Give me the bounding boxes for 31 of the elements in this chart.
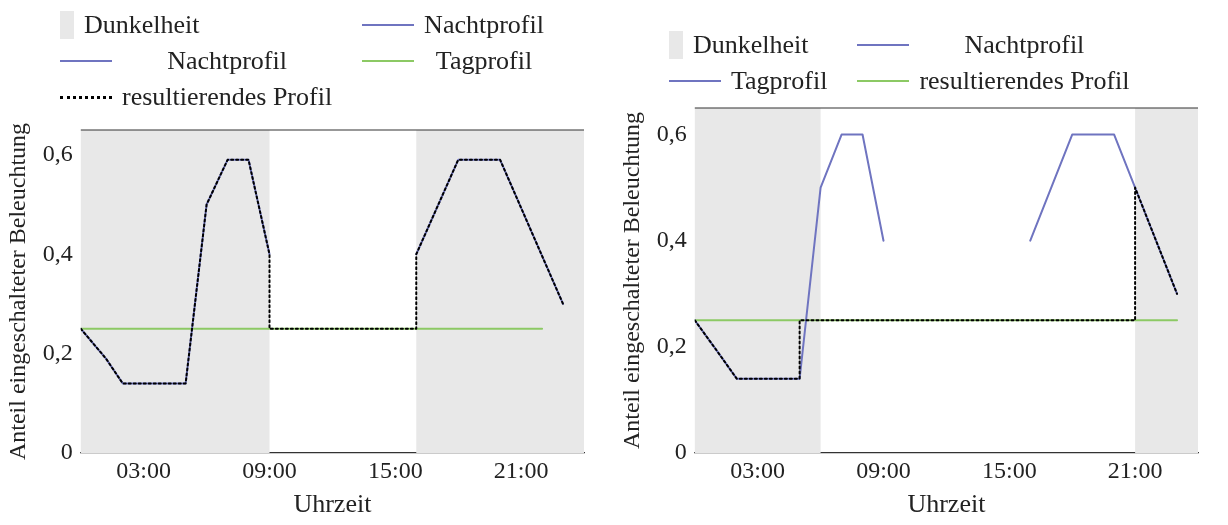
x-axis-title: Uhrzeit bbox=[907, 489, 987, 519]
x-tick-label: 15:00 bbox=[981, 456, 1037, 483]
x-tick-label: 21:00 bbox=[1107, 456, 1163, 483]
y-tick-label: 0,2 bbox=[42, 338, 73, 365]
y-tick-label: 0,6 bbox=[42, 140, 73, 167]
y-tick-label: 0 bbox=[60, 438, 73, 465]
y-tick-label: 0,4 bbox=[42, 239, 73, 266]
x-tick-label: 03:00 bbox=[116, 456, 172, 483]
legend-label: Tagprofil bbox=[731, 65, 828, 97]
y-tick-label: 0 bbox=[674, 438, 687, 465]
legend-label: Dunkelheit bbox=[693, 29, 809, 61]
line-series bbox=[694, 186, 1179, 380]
x-tick-label: 15:00 bbox=[367, 456, 423, 483]
x-tick-label: 09:00 bbox=[242, 456, 297, 483]
x-tick-label: 03:00 bbox=[730, 456, 786, 483]
legend-label: resultierendes Profil bbox=[919, 65, 1130, 97]
legend-label: Nachtprofil bbox=[424, 9, 544, 41]
y-axis-title: Anteil eingeschalteter Beleuchtung bbox=[3, 122, 30, 461]
y-tick-label: 0,2 bbox=[656, 332, 687, 359]
y-axis-title: Anteil eingeschalteter Beleuchtung bbox=[617, 111, 644, 450]
y-tick-label: 0,6 bbox=[656, 119, 687, 146]
legend-label: Dunkelheit bbox=[84, 9, 200, 41]
legend-label: Nachtprofil bbox=[963, 29, 1086, 61]
legend-label: resultierendes Profil bbox=[122, 81, 333, 113]
legend-label: Tagprofil bbox=[434, 45, 534, 77]
y-tick-label: 0,4 bbox=[656, 225, 687, 252]
legend-label: Nachtprofil bbox=[166, 45, 288, 77]
x-tick-label: 09:00 bbox=[856, 456, 911, 483]
x-axis-title: Uhrzeit bbox=[293, 489, 373, 519]
line-series bbox=[80, 158, 565, 385]
x-tick-label: 21:00 bbox=[493, 456, 549, 483]
